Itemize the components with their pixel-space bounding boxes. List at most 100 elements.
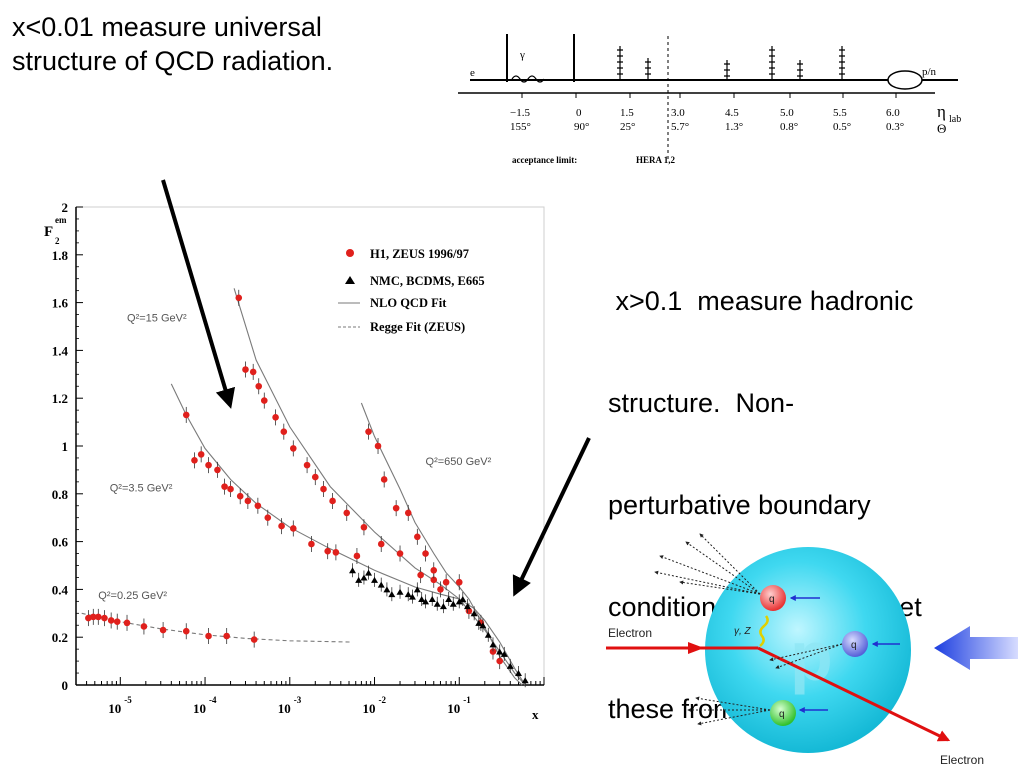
data-point-fixed-target — [445, 595, 453, 602]
data-point-h1-zeus — [244, 497, 252, 505]
incoming-proton-arrow — [934, 626, 1018, 670]
y-label-main: F — [44, 224, 53, 240]
dis-diagram: p Electron Electron γ, Z q q q — [606, 533, 1018, 767]
theta-tick: 25° — [620, 121, 635, 133]
boson-label: γ, Z — [734, 626, 752, 637]
arrow-high-x — [512, 437, 591, 597]
data-point-h1-zeus — [182, 627, 190, 635]
data-point-h1-zeus — [422, 550, 429, 557]
data-point-h1-zeus — [197, 451, 205, 458]
data-point-fixed-target — [496, 648, 504, 655]
legend-label: NMC, BCDMS, E665 — [370, 274, 485, 288]
acceptance-label: acceptance limit: — [512, 155, 577, 165]
data-point-h1-zeus — [455, 578, 463, 586]
right-caption-line: x>0.1 measure hadronic — [608, 286, 914, 316]
eta-tick: 5.0 — [780, 107, 794, 119]
data-point-h1-zeus — [320, 485, 327, 493]
data-point-h1-zeus — [404, 509, 412, 517]
data-point-h1-zeus — [235, 294, 243, 302]
eta-subscript: lab — [949, 114, 961, 125]
x-tick-label: 10 — [108, 701, 121, 716]
data-point-fixed-target — [459, 595, 467, 602]
data-point-h1-zeus — [353, 552, 361, 560]
eta-symbol: η — [937, 102, 946, 121]
data-point-fixed-target — [396, 588, 404, 595]
data-point-h1-zeus — [329, 497, 336, 505]
data-point-h1-zeus — [223, 632, 230, 640]
legend: H1, ZEUS 1996/97 NMC, BCDMS, E665 NLO QC… — [338, 247, 485, 334]
data-point-h1-zeus — [430, 566, 438, 574]
beam-pn-label: p/n — [922, 66, 937, 78]
data-point-h1-zeus — [95, 613, 102, 621]
data-point-h1-zeus — [280, 428, 288, 435]
data-point-h1-zeus — [360, 523, 368, 531]
data-point-fixed-target — [514, 670, 522, 677]
data-point-h1-zeus — [214, 466, 221, 474]
eta-tick-labels: −1.5 155° 0 90° 1.5 25° 3.0 5.7° 4.5 1.3… — [510, 107, 904, 133]
theta-tick: 0.8° — [780, 121, 798, 133]
eta-tick: 3.0 — [671, 107, 685, 119]
right-caption: x>0.1 measure hadronic structure. Non- p… — [608, 216, 1018, 760]
quark-label: q — [779, 709, 785, 720]
quark-blue — [842, 631, 868, 657]
data-point-h1-zeus — [113, 618, 121, 625]
data-point-h1-zeus — [140, 623, 148, 630]
data-point-h1-zeus — [311, 473, 319, 481]
legend-label: NLO QCD Fit — [370, 296, 447, 310]
data-point-h1-zeus — [182, 411, 190, 419]
data-point-h1-zeus — [343, 509, 351, 517]
data-point-h1-zeus — [227, 485, 234, 493]
data-point-fixed-target — [388, 591, 396, 598]
data-point-fixed-target — [360, 574, 368, 581]
x-tick-exponent: -5 — [124, 695, 132, 705]
quark-label: q — [769, 594, 775, 605]
data-point-h1-zeus — [430, 576, 438, 584]
data-point-h1-zeus — [380, 476, 388, 483]
data-point-fixed-target — [413, 586, 421, 593]
data-point-fixed-target — [449, 600, 457, 607]
data-point-fixed-target — [377, 581, 385, 588]
data-point-h1-zeus — [437, 586, 444, 593]
data-point-fixed-target — [408, 593, 416, 600]
data-point-h1-zeus — [242, 366, 249, 373]
y-tick-label: 1 — [62, 439, 69, 454]
data-point-h1-zeus — [278, 522, 285, 530]
x-axis-label: x — [532, 707, 539, 722]
x-tick-label: 10 — [278, 701, 291, 716]
data-point-fixed-target — [422, 598, 430, 605]
y-ticks: 0 0.2 0.4 0.6 0.8 1 1.2 1.4 1.6 1.8 2 — [52, 200, 83, 693]
y-tick-label: 0.4 — [52, 582, 69, 597]
data-point-h1-zeus — [392, 504, 400, 512]
theta-tick: 155° — [510, 121, 531, 133]
x-tick-exponent: -3 — [294, 695, 302, 705]
proton-sphere — [705, 547, 911, 753]
data-point-h1-zeus — [417, 571, 424, 579]
data-point-fixed-target — [506, 662, 514, 669]
theta-tick: 0.3° — [886, 121, 904, 133]
y-tick-label: 0.8 — [52, 487, 69, 502]
data-point-fixed-target — [475, 619, 483, 626]
jet-marks — [617, 46, 845, 80]
electron-in-label: Electron — [608, 626, 652, 640]
data-point-h1-zeus — [396, 550, 404, 557]
legend-label: H1, ZEUS 1996/97 — [370, 247, 469, 261]
data-point-fixed-target — [439, 603, 447, 610]
left-caption: x<0.01 measure universal structure of QC… — [12, 10, 432, 78]
data-point-h1-zeus — [324, 547, 331, 555]
y-tick-label: 1.4 — [52, 343, 69, 358]
q2-label: Q²=3.5 GeV² — [110, 482, 173, 494]
electron-out-label: Electron — [940, 753, 984, 767]
q2-label: Q²=650 GeV² — [426, 456, 492, 468]
theta-tick: 90° — [574, 121, 589, 133]
eta-tick: 1.5 — [620, 107, 634, 119]
quark-red — [760, 585, 786, 611]
data-point-h1-zeus — [442, 578, 450, 586]
x-tick-exponent: -4 — [209, 695, 217, 705]
eta-tick: −1.5 — [510, 107, 530, 119]
y-tick-label: 0.2 — [52, 630, 68, 645]
data-point-fixed-target — [484, 631, 492, 638]
data-point-fixed-target — [349, 567, 357, 574]
q2-annotations: Q²=15 GeV² Q²=3.5 GeV² Q²=650 GeV² Q²=0.25 … — [98, 313, 491, 602]
data-point-h1-zeus — [107, 617, 115, 624]
